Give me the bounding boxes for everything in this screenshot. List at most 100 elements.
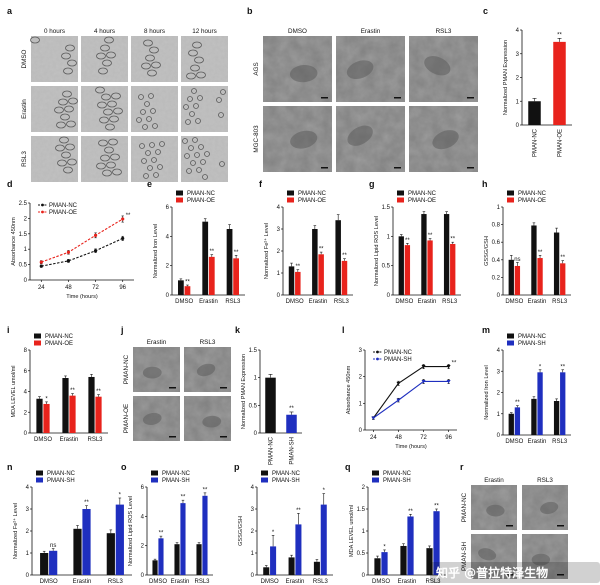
bar [69, 395, 76, 433]
cell-shape [141, 158, 147, 164]
cell-shape [61, 52, 71, 60]
bar [450, 243, 456, 295]
x-tick-label: 96 [119, 285, 126, 291]
panel-letter: p [234, 462, 240, 472]
bar [537, 372, 543, 435]
scale-bar [169, 387, 176, 389]
y-tick-label: 1 [277, 271, 281, 277]
panel-letter: g [369, 179, 375, 189]
cell-shape [188, 49, 198, 57]
panel-letter: h [482, 179, 488, 189]
y-tick-label: 0 [277, 293, 281, 299]
scale-bar [506, 525, 513, 527]
bar [40, 553, 49, 575]
legend-entry: PMAN-OE [408, 198, 436, 204]
row-label: RSL3 [21, 151, 28, 167]
bar [174, 544, 180, 575]
chart-d: d 0 0.5 1 1.5 2 2.5 Absorbance 450nm 24 48 72 96 Tim… [7, 179, 134, 300]
bar [374, 558, 381, 575]
cell-shape [216, 97, 222, 103]
significance-mark: ** [126, 213, 131, 219]
y-tick-label: 1 [359, 401, 363, 407]
legend-entry: PMAN-NC [298, 191, 327, 197]
column-header: RSL3 [436, 28, 452, 35]
micrograph-texture [181, 136, 228, 182]
cell-shape [67, 59, 77, 67]
y-tick-label: 0.5 [382, 264, 391, 270]
y-tick-label: 3 [251, 507, 255, 513]
panel-letter: r [460, 462, 464, 472]
y-axis-label: Normalized Iron Level [484, 365, 490, 419]
significance-mark: ** [185, 280, 190, 286]
cell-shape [54, 106, 64, 114]
legend-entry: PMAN-NC [47, 471, 76, 477]
mitochondrion-shape [347, 125, 373, 146]
y-axis-label: Normalized Iron Level [153, 224, 159, 278]
cell-shape [196, 167, 202, 173]
legend-swatch [151, 477, 158, 483]
x-tick-label: Erastin [171, 579, 190, 585]
significance-mark: ** [342, 253, 347, 259]
scale-bar [169, 436, 176, 438]
mitochondrion-shape [289, 65, 318, 83]
y-tick-label: 1 [497, 205, 501, 211]
x-tick-label: Erastin [73, 579, 92, 585]
column-header: 0 hours [44, 28, 65, 35]
cell-shape [152, 123, 158, 129]
cell-shape [99, 116, 109, 124]
cell-shape [66, 120, 76, 128]
bar [49, 550, 58, 575]
cell-shape [193, 103, 199, 109]
cell-shape [141, 62, 151, 70]
data-point [371, 416, 376, 420]
mitochondrion-shape [196, 363, 216, 377]
x-tick-label: RSL3 [225, 299, 241, 305]
y-tick-label: 2 [359, 375, 363, 381]
x-axis-label: Time (hours) [395, 444, 427, 450]
panel-letter: i [7, 325, 10, 335]
bar [318, 254, 324, 295]
cell-shape [68, 97, 78, 105]
legend-entry: PMAN-NC [187, 191, 216, 197]
bar [335, 220, 341, 295]
cell-shape [140, 109, 146, 115]
data-point [66, 259, 71, 263]
legend-entry: PMAN-OE [518, 198, 546, 204]
chart-f: f 0 1 2 3 4 Normalized Fe²⁺ Level DMSO ** Erastin… [259, 179, 353, 305]
x-tick-label: Erastin [418, 299, 437, 305]
series-line [41, 237, 123, 267]
x-tick-label: Erastin [286, 579, 305, 585]
significance-mark: ** [557, 32, 562, 38]
cell-shape [143, 173, 149, 179]
bar [177, 280, 184, 295]
x-tick-label: RSL3 [425, 579, 441, 585]
chart-o: o 0 2 4 6 Normalized Lipid ROS Level DMSO ** Era… [121, 462, 213, 585]
data-point [93, 249, 98, 253]
bar [288, 266, 295, 295]
panel-letter: k [235, 325, 241, 335]
legend-marker [376, 350, 379, 354]
significance-mark: * [45, 396, 48, 402]
cell-shape [67, 158, 77, 166]
bar [152, 560, 158, 575]
bar [433, 511, 440, 575]
x-tick-label: Erastin [199, 299, 218, 305]
panel-letter: o [121, 462, 127, 472]
data-point [446, 365, 451, 369]
cell-shape [194, 56, 204, 64]
legend-swatch [176, 190, 183, 196]
mitochondrion-shape [478, 548, 497, 561]
data-point [93, 233, 98, 237]
y-tick-label: 0 [141, 573, 145, 579]
bar [88, 376, 95, 433]
y-tick-label: 0 [254, 431, 258, 437]
column-header: 8 hours [144, 28, 165, 35]
legend-swatch [372, 470, 379, 476]
y-tick-label: 2 [24, 216, 28, 222]
y-axis-label: Normalized Lipid ROS Level [128, 496, 134, 566]
bar [313, 561, 320, 575]
cell-shape [149, 142, 155, 148]
cell-shape [95, 86, 105, 94]
scale-bar [321, 97, 328, 99]
y-tick-label: 2 [516, 76, 520, 82]
